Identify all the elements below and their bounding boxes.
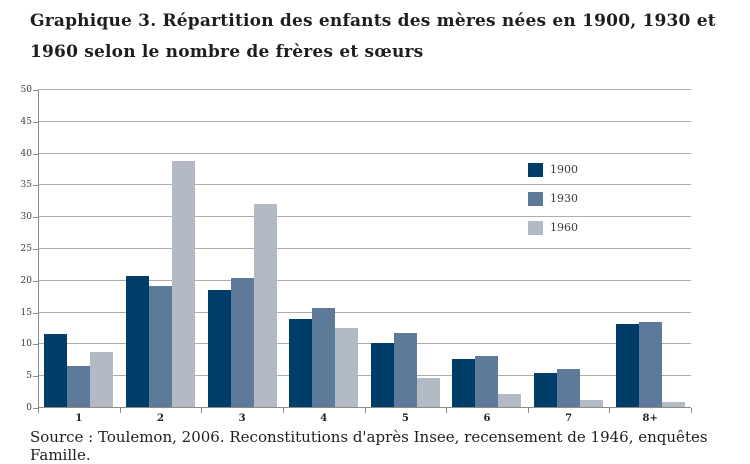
x-axis-boundary-tick-0 bbox=[38, 408, 39, 413]
y-axis-label-0: 0 bbox=[26, 403, 32, 413]
y-axis-tick-5 bbox=[33, 376, 38, 377]
x-axis-label-2: 2 bbox=[156, 413, 164, 424]
bar-1960-cat-1 bbox=[90, 352, 114, 407]
x-axis-label-3: 3 bbox=[238, 413, 246, 424]
figure-title: Graphique 3. Répartition des enfants des… bbox=[30, 6, 730, 68]
gridline-45 bbox=[38, 121, 691, 122]
y-axis-label-30: 30 bbox=[20, 212, 32, 222]
gridline-35 bbox=[38, 184, 691, 185]
x-axis-boundary-tick-5 bbox=[446, 408, 447, 413]
y-axis-label-25: 25 bbox=[20, 244, 32, 254]
gridline-15 bbox=[38, 312, 691, 313]
bar-chart: 0 5 10 15 20 25 30 35 40 45 50 1 2 3 4 5 6 7 8+ 1900 1930 … bbox=[21, 85, 692, 424]
x-axis-boundary-tick-3 bbox=[283, 408, 284, 413]
bar-1930-cat-8+ bbox=[638, 322, 662, 407]
bar-1960-cat-6 bbox=[498, 394, 522, 407]
bar-1930-cat-1 bbox=[67, 366, 91, 407]
bar-1960-cat-5 bbox=[416, 378, 440, 407]
y-axis-tick-45 bbox=[33, 122, 38, 123]
bar-1900-cat-6 bbox=[452, 359, 476, 407]
y-axis-label-5: 5 bbox=[26, 371, 32, 381]
gridline-30 bbox=[38, 216, 691, 217]
x-axis-label-1: 1 bbox=[75, 413, 83, 424]
bar-1930-cat-2 bbox=[148, 286, 172, 407]
x-axis-boundary-tick-4 bbox=[365, 408, 366, 413]
y-axis-tick-0 bbox=[33, 408, 38, 409]
legend-label-1900: 1900 bbox=[550, 163, 578, 176]
figure-title-line1: Graphique 3. Répartition des enfants des… bbox=[30, 11, 716, 31]
chart-legend: 1900 1930 1960 bbox=[528, 163, 578, 250]
gridline-20 bbox=[38, 280, 691, 281]
x-axis-label-6: 6 bbox=[483, 413, 491, 424]
bar-group-2 bbox=[120, 161, 202, 407]
bar-1960-cat-3 bbox=[253, 204, 277, 407]
y-axis-tick-20 bbox=[33, 281, 38, 282]
x-axis-label-7: 7 bbox=[565, 413, 573, 424]
plot-area: 0 5 10 15 20 25 30 35 40 45 50 1 2 3 4 5 6 7 8+ bbox=[21, 85, 692, 424]
bar-1960-cat-4 bbox=[335, 328, 359, 407]
legend-item-1900: 1900 bbox=[528, 163, 578, 177]
y-axis-label-10: 10 bbox=[20, 339, 32, 349]
legend-swatch-1930 bbox=[528, 192, 543, 206]
bar-1960-cat-7 bbox=[580, 400, 604, 407]
bar-1900-cat-1 bbox=[44, 334, 68, 407]
legend-swatch-1960 bbox=[528, 221, 543, 235]
x-axis-boundary-tick-8 bbox=[691, 408, 692, 413]
y-axis-label-45: 45 bbox=[20, 117, 32, 127]
y-axis-label-50: 50 bbox=[20, 85, 32, 95]
y-axis-label-20: 20 bbox=[20, 276, 32, 286]
y-axis-label-40: 40 bbox=[20, 149, 32, 159]
legend-label-1930: 1930 bbox=[550, 192, 578, 205]
gridline-10 bbox=[38, 343, 691, 344]
bar-group-6 bbox=[446, 356, 528, 407]
gridline-25 bbox=[38, 248, 691, 249]
bar-1930-cat-4 bbox=[312, 308, 336, 407]
y-axis-tick-30 bbox=[33, 217, 38, 218]
x-axis-boundary-tick-1 bbox=[120, 408, 121, 413]
legend-item-1930: 1930 bbox=[528, 192, 578, 206]
bar-group-4 bbox=[283, 308, 365, 407]
bar-1930-cat-6 bbox=[475, 356, 499, 407]
bar-1930-cat-3 bbox=[230, 278, 254, 407]
bar-1930-cat-7 bbox=[557, 369, 581, 407]
y-axis-label-15: 15 bbox=[20, 308, 32, 318]
x-axis-boundary-tick-7 bbox=[609, 408, 610, 413]
bar-1900-cat-3 bbox=[207, 290, 231, 407]
y-axis-line bbox=[38, 90, 39, 408]
y-axis-tick-25 bbox=[33, 249, 38, 250]
x-axis-label-4: 4 bbox=[320, 413, 328, 424]
bar-1900-cat-5 bbox=[370, 343, 394, 407]
x-axis-boundary-tick-2 bbox=[201, 408, 202, 413]
bar-group-3 bbox=[201, 204, 283, 407]
legend-label-1960: 1960 bbox=[550, 221, 578, 234]
bar-1900-cat-2 bbox=[125, 276, 149, 407]
legend-item-1960: 1960 bbox=[528, 221, 578, 235]
bar-1900-cat-8+ bbox=[615, 324, 639, 407]
gridline-50 bbox=[38, 89, 691, 90]
bar-1960-cat-2 bbox=[171, 161, 195, 407]
figure-title-line2: 1960 selon le nombre de frères et sœurs bbox=[30, 42, 424, 62]
y-axis-tick-50 bbox=[33, 90, 38, 91]
gridline-40 bbox=[38, 153, 691, 154]
y-axis-tick-10 bbox=[33, 344, 38, 345]
bar-1900-cat-7 bbox=[534, 373, 558, 407]
bar-1900-cat-4 bbox=[289, 319, 313, 407]
bar-group-1 bbox=[38, 334, 120, 407]
bar-group-8+ bbox=[609, 322, 691, 407]
bar-group-5 bbox=[365, 333, 447, 407]
source-note: Source : Toulemon, 2006. Reconstitutions… bbox=[30, 428, 708, 464]
bar-1960-cat-8+ bbox=[661, 402, 685, 407]
gridline-5 bbox=[38, 375, 691, 376]
y-axis-tick-35 bbox=[33, 185, 38, 186]
x-axis-label-5: 5 bbox=[401, 413, 409, 424]
x-axis-line bbox=[38, 407, 691, 408]
y-axis-tick-15 bbox=[33, 313, 38, 314]
y-axis-tick-40 bbox=[33, 154, 38, 155]
x-axis-boundary-tick-6 bbox=[528, 408, 529, 413]
bar-group-7 bbox=[528, 369, 610, 407]
bar-1930-cat-5 bbox=[393, 333, 417, 407]
legend-swatch-1900 bbox=[528, 163, 543, 177]
y-axis-label-35: 35 bbox=[20, 180, 32, 190]
x-axis-label-8+: 8+ bbox=[642, 413, 658, 424]
